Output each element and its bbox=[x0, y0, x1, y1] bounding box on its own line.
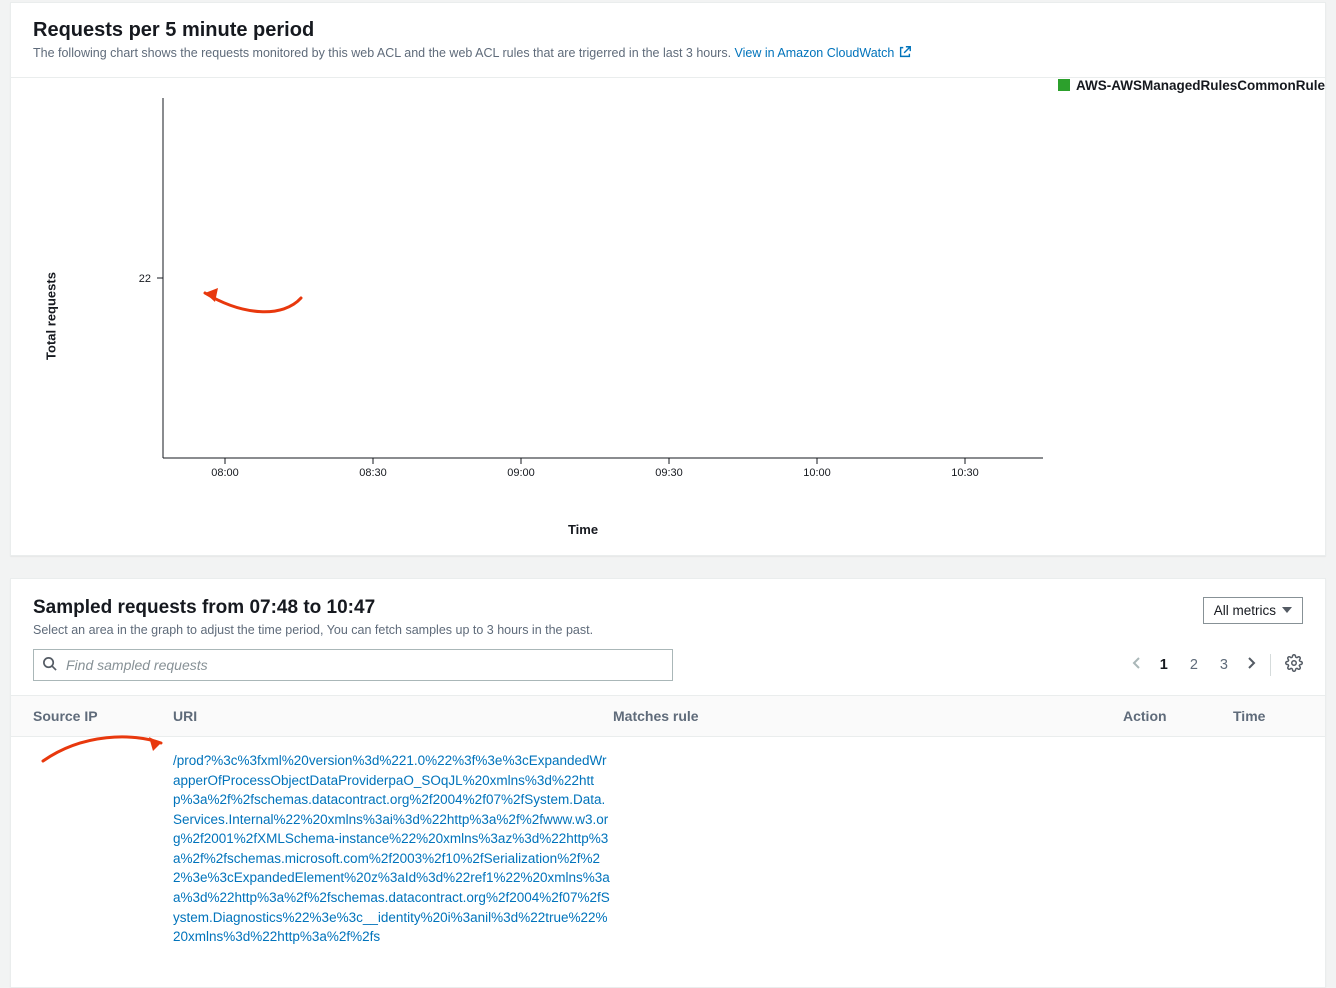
svg-text:08:30: 08:30 bbox=[359, 467, 387, 479]
legend-label: AWS-AWSManagedRulesCommonRule bbox=[1076, 78, 1325, 93]
svg-text:10:00: 10:00 bbox=[803, 467, 831, 479]
cell-uri: /prod?%3c%3fxml%20version%3d%221.0%22%3f… bbox=[173, 751, 613, 947]
chart-subtitle: The following chart shows the requests m… bbox=[33, 45, 1303, 65]
table-annotation-arrow bbox=[33, 731, 173, 771]
search-row: 1 2 3 bbox=[11, 649, 1325, 695]
pager-1[interactable]: 1 bbox=[1156, 655, 1172, 675]
search-icon bbox=[42, 656, 57, 674]
pager-2[interactable]: 2 bbox=[1186, 655, 1202, 675]
col-action[interactable]: Action bbox=[1123, 708, 1233, 724]
caret-down-icon bbox=[1282, 607, 1292, 613]
col-source-ip[interactable]: Source IP bbox=[33, 708, 173, 724]
all-metrics-label: All metrics bbox=[1214, 603, 1276, 618]
sampled-subtitle: Select an area in the graph to adjust th… bbox=[33, 622, 593, 640]
pager-divider bbox=[1270, 654, 1271, 676]
pager-3[interactable]: 3 bbox=[1216, 655, 1232, 675]
chart-area[interactable]: AWS-AWSManagedRulesCommonRule Total requ… bbox=[11, 77, 1325, 555]
chart-annotation-arrow bbox=[205, 288, 301, 312]
svg-text:10:30: 10:30 bbox=[951, 467, 979, 479]
chart-panel-header: Requests per 5 minute period The followi… bbox=[11, 3, 1325, 77]
svg-text:08:00: 08:00 bbox=[211, 467, 239, 479]
search-wrap bbox=[33, 649, 673, 681]
external-link-icon bbox=[898, 45, 912, 65]
chart-plot: 22 08:00 08:30 09:00 09:30 10:00 10:30 bbox=[33, 98, 1303, 518]
col-time[interactable]: Time bbox=[1233, 708, 1303, 724]
pager: 1 2 3 bbox=[1132, 654, 1303, 676]
settings-gear-icon[interactable] bbox=[1285, 654, 1303, 676]
chart-legend: AWS-AWSManagedRulesCommonRule bbox=[1058, 78, 1325, 93]
col-matches-rule[interactable]: Matches rule bbox=[613, 708, 1123, 724]
pager-next[interactable] bbox=[1246, 656, 1256, 674]
table-row: /prod?%3c%3fxml%20version%3d%221.0%22%3f… bbox=[11, 737, 1325, 947]
col-uri[interactable]: URI bbox=[173, 708, 613, 724]
legend-swatch bbox=[1058, 79, 1070, 91]
cloudwatch-link[interactable]: View in Amazon CloudWatch bbox=[735, 46, 913, 60]
chart-title: Requests per 5 minute period bbox=[33, 19, 1303, 42]
sampled-header: Sampled requests from 07:48 to 10:47 Sel… bbox=[11, 579, 1325, 650]
chart-panel: Requests per 5 minute period The followi… bbox=[10, 2, 1326, 556]
cloudwatch-link-text: View in Amazon CloudWatch bbox=[735, 46, 895, 60]
search-input[interactable] bbox=[33, 649, 673, 681]
pager-prev[interactable] bbox=[1132, 656, 1142, 674]
svg-text:09:30: 09:30 bbox=[655, 467, 683, 479]
table-header: Source IP URI Matches rule Action Time bbox=[11, 695, 1325, 737]
sampled-title: Sampled requests from 07:48 to 10:47 bbox=[33, 597, 593, 619]
svg-text:09:00: 09:00 bbox=[507, 467, 535, 479]
chart-subtitle-text: The following chart shows the requests m… bbox=[33, 46, 735, 60]
uri-link[interactable]: /prod?%3c%3fxml%20version%3d%221.0%22%3f… bbox=[173, 753, 610, 944]
sampled-panel: Sampled requests from 07:48 to 10:47 Sel… bbox=[10, 578, 1326, 988]
y-tick-22: 22 bbox=[139, 273, 151, 285]
all-metrics-button[interactable]: All metrics bbox=[1203, 597, 1303, 624]
x-axis-label: Time bbox=[0, 522, 1303, 537]
